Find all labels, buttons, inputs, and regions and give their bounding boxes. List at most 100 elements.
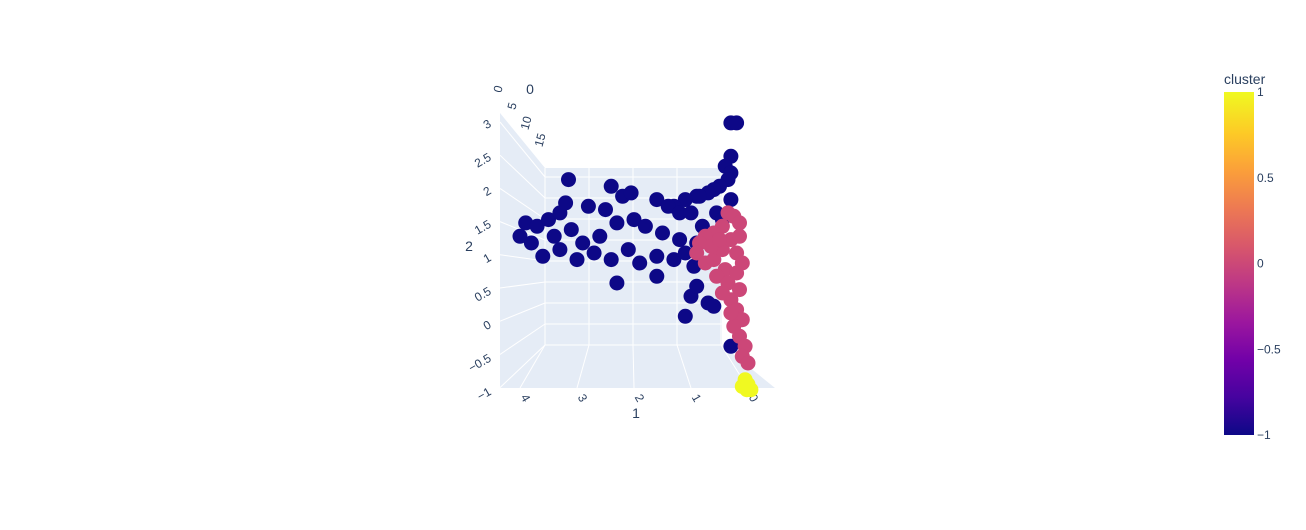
data-point-cluster--1[interactable] [603,252,619,268]
data-point-cluster--1[interactable] [609,275,625,291]
grid-line [519,344,546,389]
z-tick-label: 2.5 [472,150,494,171]
grid-line [499,187,546,220]
data-point-cluster--1[interactable] [649,268,665,284]
data-point-cluster--1[interactable] [637,218,653,234]
data-point-cluster-0[interactable] [740,355,756,371]
colorbar: cluster 1 0.5 0 −0.5 −1 [1224,71,1281,442]
data-point-cluster--1[interactable] [655,225,670,241]
data-point-cluster--1[interactable] [552,242,568,258]
data-point-cluster--1[interactable] [666,252,682,268]
data-point-cluster--1[interactable] [603,178,619,194]
data-point-cluster-0[interactable] [706,252,722,268]
data-point-cluster--1[interactable] [689,278,705,294]
y-axis-title: 1 [632,405,640,421]
data-point-cluster-0[interactable] [732,228,747,244]
data-point-cluster--1[interactable] [546,228,562,244]
data-point-cluster--1[interactable] [706,298,722,314]
z-tick-label: 0.5 [472,284,494,305]
x-axis-title: 0 [526,81,534,97]
x-tick-label: 0 [491,84,506,94]
data-point-cluster--1[interactable] [683,205,699,221]
grid-line [676,344,692,389]
data-point-cluster--1[interactable] [632,255,648,271]
data-point-cluster--1[interactable] [672,232,688,248]
data-point-cluster-0[interactable] [723,305,739,321]
colorbar-tick-label: −1 [1257,428,1271,442]
data-point-cluster--1[interactable] [626,212,642,228]
data-point-cluster--1[interactable] [512,228,528,244]
x-tick-label: 5 [505,101,520,111]
data-point-cluster--1[interactable] [541,212,556,228]
data-point-cluster--1[interactable] [529,218,545,234]
grid-line [499,154,546,199]
colorbar-tick-label: −0.5 [1257,342,1281,356]
grid-line [576,344,590,389]
data-point-cluster-0[interactable] [732,282,747,298]
data-point-cluster--1[interactable] [535,248,551,264]
data-point-cluster--1[interactable] [677,245,693,261]
colorbar-tick-label: 0.5 [1257,171,1274,185]
data-point-cluster--1[interactable] [586,245,602,261]
data-point-cluster-0[interactable] [689,245,705,261]
floor-pane [500,345,775,388]
data-point-cluster--1[interactable] [575,235,591,251]
scene-grid [499,121,749,389]
z-tick-label: −0.5 [466,351,494,375]
colorbar-gradient [1224,92,1254,435]
data-point-cluster--1[interactable] [649,248,665,264]
data-point-cluster-0[interactable] [709,268,725,284]
data-point-cluster--1[interactable] [592,228,608,244]
data-point-cluster--1[interactable] [623,185,639,201]
grid-line [499,281,546,289]
data-point-cluster--1[interactable] [580,198,596,214]
left-pane [500,113,545,388]
data-point-cluster-0[interactable] [732,215,747,231]
grid-line [499,302,546,322]
z-tick-label: 3 [481,116,494,132]
data-point-cluster--1[interactable] [649,192,665,208]
data-point-cluster-0[interactable] [734,255,750,271]
data-point-cluster--1[interactable] [561,172,576,188]
grid-line [632,344,635,389]
data-point-cluster--1[interactable] [672,205,688,221]
grid-line [499,344,546,388]
data-point-cluster-0[interactable] [714,285,730,301]
z-tick-label: −1 [475,384,494,403]
y-tick-label: 4 [518,392,534,405]
z-axis-title: 2 [465,238,473,254]
colorbar-ticks: 1 0.5 0 −0.5 −1 [1257,85,1281,442]
data-point-cluster--1[interactable] [677,308,693,324]
data-point-cluster--1[interactable] [518,215,534,231]
data-point-cluster--1[interactable] [558,195,574,211]
data-point-cluster--1[interactable] [563,222,579,238]
colorbar-title: cluster [1224,71,1266,87]
data-point-cluster--1[interactable] [620,242,636,258]
y-tick-label: 1 [689,392,705,405]
data-point-cluster--1[interactable] [660,198,676,214]
y-tick-label: 2 [632,392,648,405]
colorbar-tick-label: 1 [1257,85,1264,99]
x-tick-label: 15 [532,131,549,148]
data-point-cluster-1[interactable] [740,376,756,392]
z-tick-label: 1.5 [472,217,494,238]
data-point-cluster--1[interactable] [723,338,739,354]
data-point-cluster--1[interactable] [677,192,693,208]
data-point-cluster--1[interactable] [729,115,745,131]
data-point-cluster--1[interactable] [723,192,739,208]
x-tick-label: 10 [518,114,535,131]
data-points [512,115,759,398]
data-point-cluster--1[interactable] [609,215,625,231]
data-point-cluster--1[interactable] [523,235,539,251]
data-point-cluster--1[interactable] [686,258,702,274]
data-point-cluster--1[interactable] [692,188,707,204]
colorbar-tick-label: 0 [1257,257,1264,271]
data-point-cluster--1[interactable] [598,202,613,218]
data-point-cluster--1[interactable] [569,252,585,268]
z-tick-label: 1 [481,250,494,266]
y-tick-label: 3 [575,392,591,405]
data-point-cluster-0[interactable] [712,232,727,248]
z-tick-label: 2 [481,183,494,199]
